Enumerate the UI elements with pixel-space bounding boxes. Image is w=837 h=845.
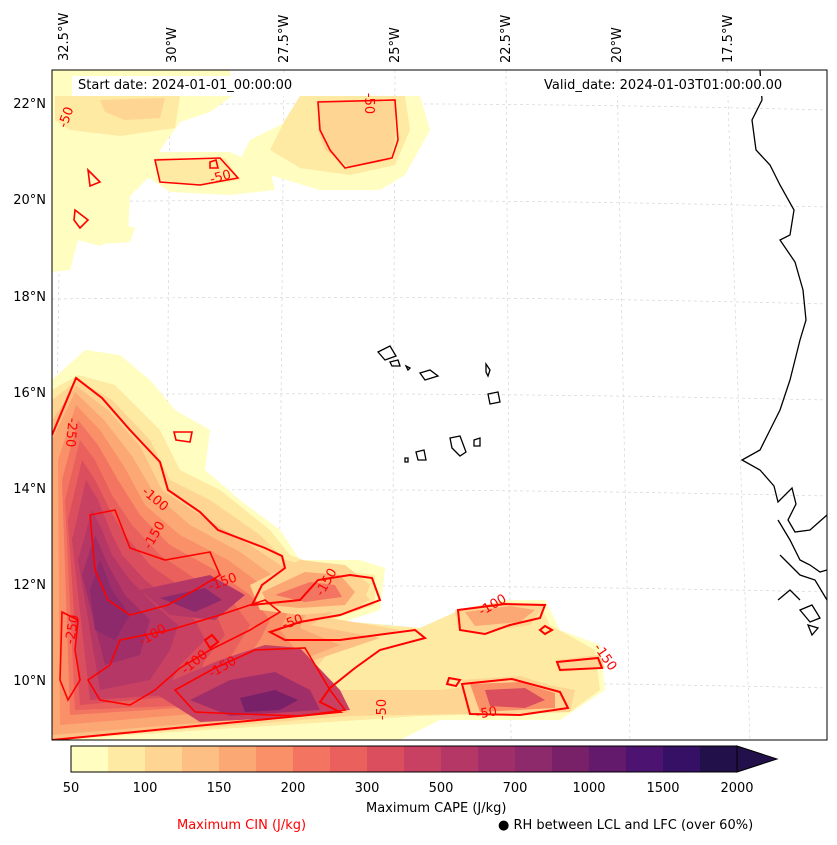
colorbar-segment xyxy=(700,746,738,772)
colorbar-segment xyxy=(626,746,664,772)
colorbar-segment xyxy=(182,746,220,772)
rh-legend-label: ● RH between LCL and LFC (over 60%) xyxy=(498,818,754,833)
lon-label-30w: 30°W xyxy=(165,27,180,63)
cape-field xyxy=(52,70,605,740)
lat-label-12n: 12°N xyxy=(13,578,46,593)
lon-label-25w: 25°W xyxy=(388,27,403,63)
colorbar-tick: 2000 xyxy=(720,781,754,796)
colorbar-segment xyxy=(145,746,183,772)
coastline xyxy=(376,70,827,637)
lon-label-27-5w: 27.5°W xyxy=(277,14,292,63)
lat-label-10n: 10°N xyxy=(13,674,46,689)
cin-legend-label: Maximum CIN (J/kg) xyxy=(177,818,307,833)
start-date-label: Start date: 2024-01-01_00:00:00 xyxy=(72,76,299,96)
colorbar-segment xyxy=(108,746,146,772)
colorbar-segment xyxy=(589,746,627,772)
lon-label-32-5w: 32.5°W xyxy=(57,12,72,61)
lat-label-16n: 16°N xyxy=(13,386,46,401)
colorbar-segment xyxy=(441,746,479,772)
lat-label-18n: 18°N xyxy=(13,290,46,305)
colorbar-segment xyxy=(293,746,331,772)
map-area xyxy=(52,70,827,740)
lon-label-17-5w: 17.5°W xyxy=(721,14,736,63)
colorbar-tick: 200 xyxy=(280,781,306,796)
colorbar-segment xyxy=(663,746,701,772)
colorbar-segment xyxy=(330,746,368,772)
colorbar-segment xyxy=(256,746,294,772)
colorbar-tick: 700 xyxy=(502,781,528,796)
valid-date-label: Valid_date: 2024-01-03T01:00:00.00 xyxy=(538,76,789,96)
colorbar-frame xyxy=(70,745,738,773)
colorbar-segment xyxy=(404,746,442,772)
colorbar-extend-arrow xyxy=(736,745,779,773)
colorbar-tick: 1000 xyxy=(572,781,606,796)
colorbar-segment xyxy=(552,746,590,772)
colorbar-segment xyxy=(219,746,257,772)
colorbar-tick: 50 xyxy=(62,781,80,796)
lat-label-14n: 14°N xyxy=(13,482,46,497)
lat-label-20n: 20°N xyxy=(13,193,46,208)
lat-label-22n: 22°N xyxy=(13,97,46,112)
colorbar-tick: 300 xyxy=(354,781,380,796)
colorbar-segment xyxy=(478,746,516,772)
colorbar-tick: 1500 xyxy=(646,781,680,796)
colorbar-segment xyxy=(515,746,553,772)
lon-label-20w: 20°W xyxy=(610,27,625,63)
colorbar-label: Maximum CAPE (J/kg) xyxy=(366,801,507,816)
lon-label-22-5w: 22.5°W xyxy=(499,14,514,63)
colorbar-segment xyxy=(71,746,109,772)
colorbar-tick: 100 xyxy=(132,781,158,796)
colorbar-tick: 150 xyxy=(206,781,232,796)
colorbar-tick: 500 xyxy=(428,781,454,796)
colorbar-segment xyxy=(367,746,405,772)
cin-contours xyxy=(52,99,604,740)
colorbar xyxy=(70,745,779,773)
